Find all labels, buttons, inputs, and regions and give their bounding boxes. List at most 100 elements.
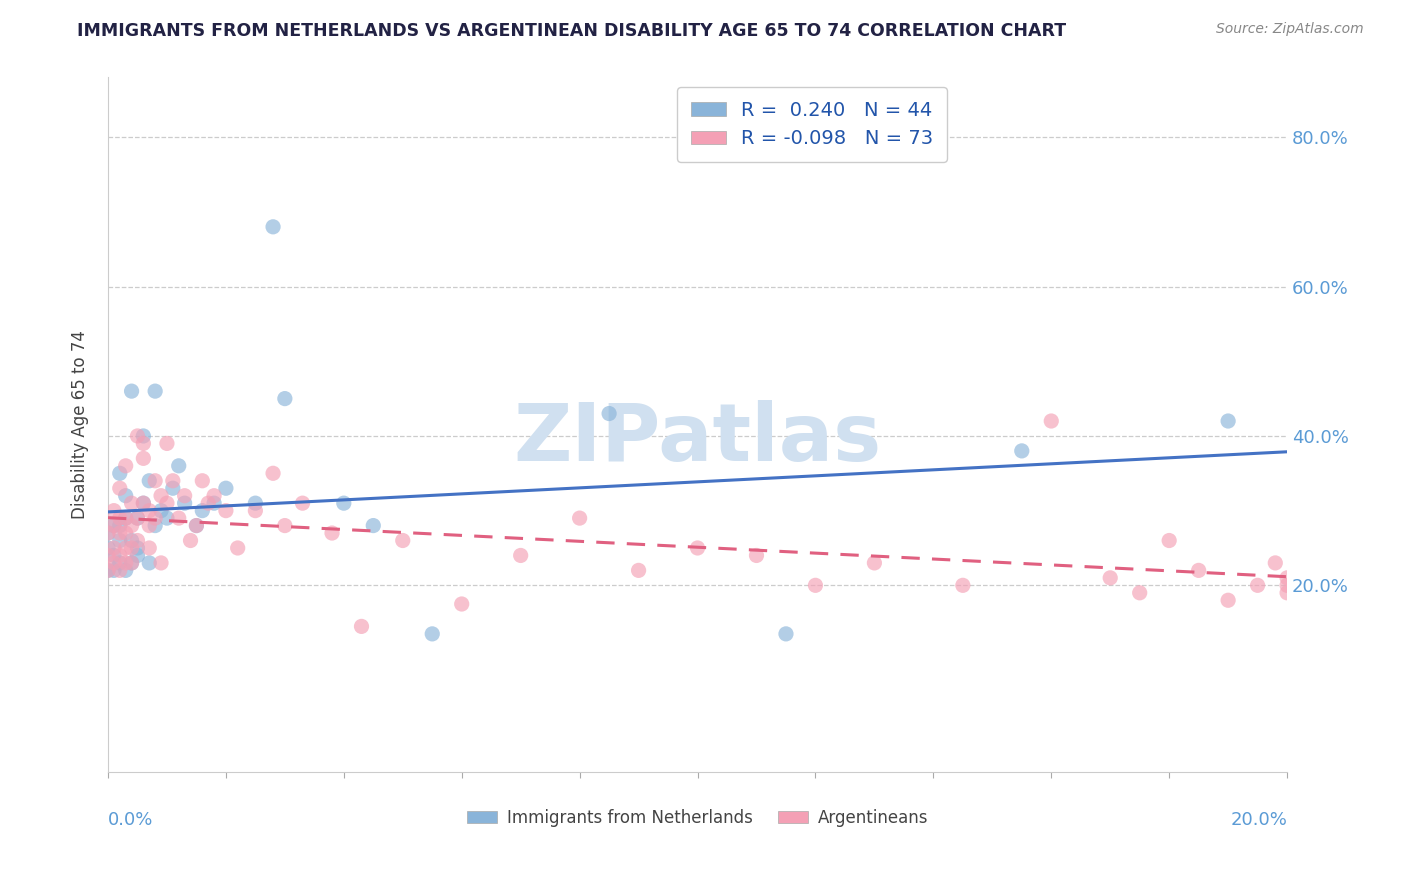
Point	[1275, 571, 1298, 585]
Point	[114, 458, 136, 473]
Point	[391, 533, 413, 548]
Point	[804, 578, 827, 592]
Point	[97, 541, 120, 555]
Point	[103, 541, 125, 555]
Point	[143, 511, 166, 525]
Text: 20.0%: 20.0%	[1230, 811, 1286, 829]
Point	[127, 533, 149, 548]
Point	[350, 619, 373, 633]
Point	[321, 526, 343, 541]
Point	[103, 518, 125, 533]
Point	[745, 549, 768, 563]
Point	[1216, 414, 1239, 428]
Point	[108, 518, 131, 533]
Point	[127, 511, 149, 525]
Point	[156, 496, 179, 510]
Point	[1099, 571, 1122, 585]
Point	[627, 563, 650, 577]
Point	[568, 511, 591, 525]
Point	[121, 518, 143, 533]
Point	[167, 511, 190, 525]
Point	[450, 597, 472, 611]
Point	[108, 556, 131, 570]
Point	[156, 436, 179, 450]
Point	[215, 503, 238, 517]
Point	[1246, 578, 1268, 592]
Point	[143, 474, 166, 488]
Point	[156, 511, 179, 525]
Point	[97, 563, 120, 577]
Point	[108, 533, 131, 548]
Point	[114, 511, 136, 525]
Text: ZIPatlas: ZIPatlas	[513, 400, 882, 477]
Point	[686, 541, 709, 555]
Text: IMMIGRANTS FROM NETHERLANDS VS ARGENTINEAN DISABILITY AGE 65 TO 74 CORRELATION C: IMMIGRANTS FROM NETHERLANDS VS ARGENTINE…	[77, 22, 1067, 40]
Point	[167, 458, 190, 473]
Point	[103, 503, 125, 517]
Point	[1275, 578, 1298, 592]
Point	[215, 481, 238, 495]
Point	[132, 496, 155, 510]
Point	[509, 549, 531, 563]
Point	[173, 496, 195, 510]
Point	[1040, 414, 1063, 428]
Point	[121, 384, 143, 398]
Point	[274, 518, 297, 533]
Point	[132, 436, 155, 450]
Point	[132, 496, 155, 510]
Point	[186, 518, 208, 533]
Point	[121, 556, 143, 570]
Point	[1188, 563, 1211, 577]
Point	[1159, 533, 1181, 548]
Point	[180, 533, 202, 548]
Point	[132, 451, 155, 466]
Point	[97, 563, 120, 577]
Point	[162, 474, 184, 488]
Point	[191, 474, 214, 488]
Point	[121, 556, 143, 570]
Point	[108, 563, 131, 577]
Point	[226, 541, 249, 555]
Point	[103, 563, 125, 577]
Point	[361, 518, 384, 533]
Legend: Immigrants from Netherlands, Argentineans: Immigrants from Netherlands, Argentinean…	[460, 802, 935, 833]
Point	[138, 503, 160, 517]
Point	[143, 518, 166, 533]
Point	[114, 511, 136, 525]
Point	[103, 518, 125, 533]
Point	[173, 489, 195, 503]
Point	[121, 541, 143, 555]
Point	[138, 541, 160, 555]
Point	[1216, 593, 1239, 607]
Point	[775, 627, 797, 641]
Point	[1129, 586, 1152, 600]
Point	[138, 474, 160, 488]
Point	[114, 526, 136, 541]
Point	[103, 549, 125, 563]
Point	[191, 503, 214, 517]
Point	[121, 533, 143, 548]
Point	[114, 563, 136, 577]
Text: Source: ZipAtlas.com: Source: ZipAtlas.com	[1216, 22, 1364, 37]
Point	[108, 511, 131, 525]
Point	[127, 549, 149, 563]
Point	[420, 627, 443, 641]
Point	[127, 429, 149, 443]
Point	[97, 526, 120, 541]
Point	[1011, 443, 1033, 458]
Point	[127, 511, 149, 525]
Point	[333, 496, 356, 510]
Point	[103, 556, 125, 570]
Point	[197, 496, 219, 510]
Point	[108, 526, 131, 541]
Point	[186, 518, 208, 533]
Point	[952, 578, 974, 592]
Point	[108, 481, 131, 495]
Point	[1264, 556, 1286, 570]
Point	[162, 481, 184, 495]
Y-axis label: Disability Age 65 to 74: Disability Age 65 to 74	[72, 330, 89, 519]
Point	[291, 496, 314, 510]
Text: 0.0%: 0.0%	[108, 811, 153, 829]
Point	[97, 526, 120, 541]
Point	[202, 496, 225, 510]
